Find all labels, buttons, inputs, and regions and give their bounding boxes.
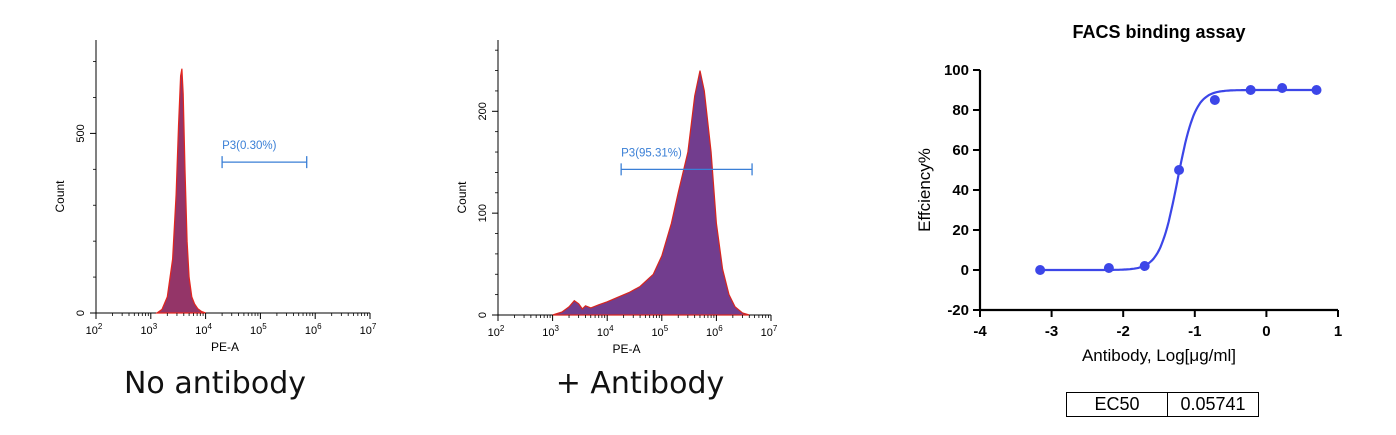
x-tick-label: 105 — [651, 324, 668, 339]
caption-plus-antibody: + Antibody — [555, 366, 725, 401]
y-tick-label: 100 — [477, 204, 489, 222]
x-axis-label: PE-A — [612, 342, 640, 356]
x-tick-label: 1 — [1334, 323, 1342, 340]
x-tick-label: 103 — [140, 322, 157, 337]
x-tick-label: 104 — [597, 324, 614, 339]
y-tick-label: -20 — [947, 302, 969, 319]
x-tick-label: 0 — [1262, 323, 1270, 340]
ec50-value: 0.05741 — [1180, 394, 1246, 414]
x-tick-label: 107 — [761, 324, 778, 339]
gate-label: P3(95.31%) — [621, 147, 682, 159]
x-tick-label: 103 — [542, 324, 559, 339]
data-point — [1035, 265, 1046, 275]
y-tick-label: 40 — [952, 182, 969, 199]
x-tick-label: 107 — [360, 322, 377, 337]
x-tick-label: 102 — [488, 324, 505, 339]
y-tick-label: 20 — [952, 222, 969, 239]
ec50-table: EC50 0.05741 — [1066, 392, 1259, 417]
x-tick-label: 106 — [706, 324, 723, 339]
y-tick-label: 200 — [477, 102, 489, 120]
fit-curve — [1040, 88, 1317, 272]
x-tick-label: -1 — [1188, 323, 1201, 340]
data-point — [1277, 83, 1288, 93]
x-tick-label: -2 — [1117, 323, 1130, 340]
caption-no-antibody: No antibody — [123, 366, 307, 401]
data-point — [1103, 263, 1114, 273]
y-axis-label: Count — [455, 181, 469, 214]
y-tick-label: 80 — [952, 102, 969, 119]
dose-response-chart: FACS binding assay -20 0 20 40 60 80 100 -4 -3 -2 -… — [915, 22, 1342, 365]
y-axis-label: Effciency% — [915, 148, 934, 232]
data-point — [1139, 261, 1150, 271]
histogram-plus-antibody: 102 103 104 105 106 107 0 100 200 PE-A Count P3(95.… — [455, 40, 778, 356]
data-point — [1311, 85, 1322, 95]
chart-title: FACS binding assay — [1072, 22, 1245, 42]
x-tick-label: -4 — [973, 323, 987, 340]
data-point — [1209, 95, 1220, 105]
x-tick-label: 106 — [305, 322, 322, 337]
y-tick-label: 0 — [477, 312, 489, 318]
gate-label: P3(0.30%) — [222, 140, 277, 152]
x-axis-label: Antibody, Log[μg/ml] — [1082, 346, 1236, 365]
x-tick-label: 104 — [195, 322, 212, 337]
x-tick-label: -3 — [1045, 323, 1058, 340]
histogram-no-antibody: 102 103 104 105 106 107 0 500 PE-A Count P3(0.30%) — [53, 40, 377, 354]
y-tick-label: 500 — [75, 124, 87, 142]
data-point — [1174, 165, 1185, 175]
histogram-area — [552, 70, 750, 316]
data-point — [1245, 85, 1256, 95]
y-tick-label: 100 — [944, 62, 969, 79]
histogram-area — [155, 68, 206, 314]
y-axis-label: Count — [53, 180, 67, 213]
x-axis-label: PE-A — [211, 340, 239, 354]
y-tick-label: 0 — [961, 262, 969, 279]
x-tick-label: 105 — [250, 322, 267, 337]
y-tick-label: 0 — [75, 310, 87, 316]
y-tick-label: 60 — [952, 142, 969, 159]
x-tick-label: 102 — [86, 322, 103, 337]
ec50-label: EC50 — [1067, 393, 1168, 416]
